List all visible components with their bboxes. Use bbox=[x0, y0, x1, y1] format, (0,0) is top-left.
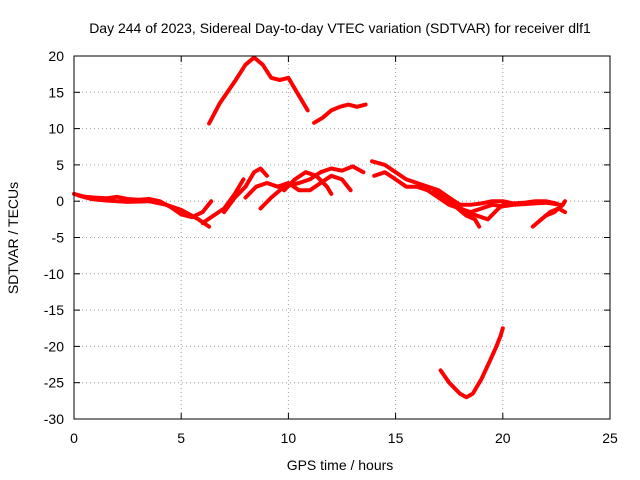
series-arc-4 bbox=[222, 166, 269, 215]
x-tick-label: 15 bbox=[388, 430, 404, 446]
series-arc-9 bbox=[312, 102, 368, 125]
y-tick-label: -30 bbox=[44, 411, 64, 427]
series-arc-13 bbox=[447, 199, 482, 229]
series-arc-5 bbox=[243, 173, 353, 200]
series-arc-8 bbox=[207, 55, 310, 126]
y-tick-label: -20 bbox=[44, 338, 64, 354]
y-tick-label: 5 bbox=[56, 157, 64, 173]
grid bbox=[74, 56, 610, 419]
series-arc-7 bbox=[282, 170, 334, 196]
y-tick-label: 0 bbox=[56, 193, 64, 209]
series-arc-2 bbox=[76, 193, 212, 229]
data-series bbox=[72, 55, 567, 400]
x-tick-label: 0 bbox=[70, 430, 78, 446]
x-tick-label: 10 bbox=[281, 430, 297, 446]
y-tick-label: 15 bbox=[48, 84, 64, 100]
chart-title: Day 244 of 2023, Sidereal Day-to-day VTE… bbox=[89, 20, 591, 36]
series-arc-14 bbox=[530, 206, 567, 229]
series-arc-3 bbox=[200, 177, 246, 225]
x-tick-label: 25 bbox=[602, 430, 618, 446]
y-tick-label: -25 bbox=[44, 375, 64, 391]
y-tick-label: -15 bbox=[44, 302, 64, 318]
series-arc-12 bbox=[432, 188, 507, 222]
y-axis-label: SDTVAR / TECUs bbox=[5, 182, 21, 294]
x-axis-label: GPS time / hours bbox=[287, 457, 394, 473]
series-arc-15 bbox=[543, 199, 567, 218]
x-tick-label: 20 bbox=[495, 430, 511, 446]
y-tick-label: -5 bbox=[52, 230, 65, 246]
axis-ticks: 0 5 10 15 20 25 -30 -25 -20 -15 -10 -5 0 5 10 15 20 bbox=[44, 48, 618, 446]
y-tick-label: -10 bbox=[44, 266, 64, 282]
x-tick-label: 5 bbox=[177, 430, 185, 446]
series-arc-16 bbox=[438, 326, 505, 400]
y-tick-label: 20 bbox=[48, 48, 64, 64]
y-tick-label: 10 bbox=[48, 121, 64, 137]
